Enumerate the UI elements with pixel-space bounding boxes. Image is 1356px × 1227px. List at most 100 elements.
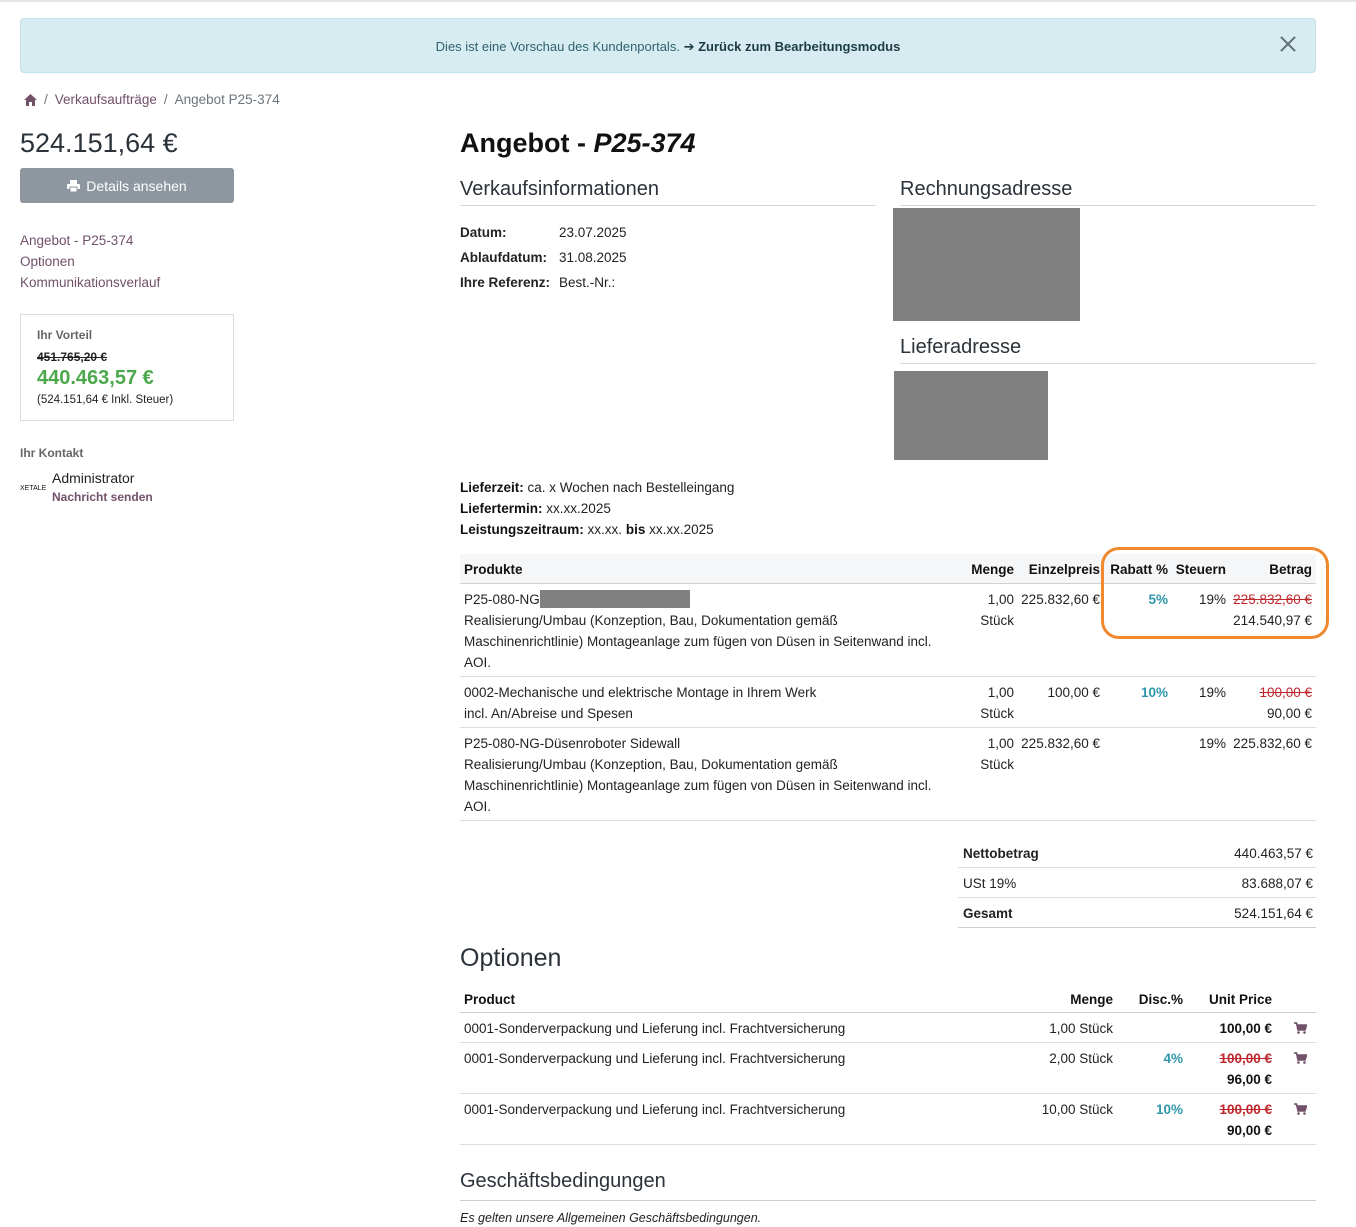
option-price: 100,00 € — [1219, 1021, 1272, 1036]
details-button[interactable]: Details ansehen — [20, 168, 234, 203]
col-products: Produkte — [464, 562, 523, 577]
info-row-expiry: Ablaufdatum: 31.08.2025 — [460, 245, 627, 270]
highlight-annotation — [1101, 547, 1329, 639]
option-price: 100,00 € 90,00 € — [1219, 1102, 1272, 1138]
info-value: Best.-Nr.: — [559, 275, 616, 290]
product-amount: 225.832,60 € — [1233, 736, 1312, 751]
sidebar-item-options[interactable]: Optionen — [20, 254, 75, 269]
page-title-prefix: Angebot - — [460, 128, 594, 158]
cart-icon[interactable] — [1294, 1103, 1307, 1115]
list-item: 0001-Sonderverpackung und Lieferung incl… — [460, 1094, 1316, 1145]
page-title: Angebot - P25-374 — [460, 128, 696, 159]
product-tax: 19% — [1198, 736, 1226, 751]
billing-address-heading: Rechnungsadresse — [900, 178, 1316, 206]
product-description: 0002-Mechanische und elektrische Montage… — [464, 685, 817, 721]
col-unit-price: Unit Price — [1208, 992, 1272, 1007]
send-message-link[interactable]: Nachricht senden — [52, 490, 153, 504]
info-row-date: Datum: 23.07.2025 — [460, 220, 627, 245]
home-icon[interactable] — [24, 93, 37, 106]
advantage-box: Ihr Vorteil 451.765,20 € 440.463,57 € (5… — [20, 314, 234, 421]
shipping-address-redacted — [894, 371, 1048, 460]
product-qty: 1,00 Stück — [980, 685, 1014, 721]
product-tax: 19% — [1198, 685, 1226, 700]
option-name: 0001-Sonderverpackung und Lieferung incl… — [464, 1102, 846, 1117]
sidebar-total: 524.151,64 € — [20, 128, 178, 158]
totals-table: Nettobetrag 440.463,57 € USt 19% 83.688,… — [958, 838, 1316, 928]
back-to-edit-link[interactable]: ➔ Zurück zum Bearbeitungsmodus — [683, 39, 901, 54]
option-price: 100,00 € 96,00 € — [1219, 1051, 1272, 1087]
breadcrumb-current: Angebot P25-374 — [174, 92, 280, 107]
info-label: Ihre Referenz: — [460, 275, 551, 290]
close-icon[interactable] — [1275, 32, 1301, 58]
product-unit-price: 100,00 € — [1047, 685, 1100, 700]
preview-banner: Dies ist eine Vorschau des Kundenportals… — [20, 18, 1316, 73]
product-discount: 5% — [1148, 592, 1168, 607]
col-product: Product — [464, 992, 516, 1007]
list-item: 0001-Sonderverpackung und Lieferung incl… — [460, 1013, 1316, 1043]
sidebar-item-quote[interactable]: Angebot - P25-374 — [20, 233, 134, 248]
option-name: 0001-Sonderverpackung und Lieferung incl… — [464, 1051, 846, 1066]
advantage-old-price: 451.765,20 € — [37, 350, 108, 364]
col-qty: Menge — [1070, 992, 1113, 1007]
list-item: 0001-Sonderverpackung und Lieferung incl… — [460, 1043, 1316, 1094]
cart-icon[interactable] — [1294, 1052, 1307, 1064]
sidebar-nav: Angebot - P25-374 Optionen Kommunikation… — [20, 230, 160, 293]
breadcrumb-sales-orders[interactable]: Verkaufsaufträge — [54, 92, 157, 107]
advantage-new-price: 440.463,57 € — [37, 367, 154, 389]
delivery-time: Lieferzeit: ca. x Wochen nach Bestellein… — [460, 480, 735, 495]
breadcrumb-separator: / — [163, 92, 168, 107]
contact-name: Administrator — [52, 470, 135, 486]
info-value: 31.08.2025 — [559, 250, 627, 265]
cart-icon[interactable] — [1294, 1022, 1307, 1034]
sales-info: Datum: 23.07.2025 Ablaufdatum: 31.08.202… — [460, 220, 627, 295]
option-qty: 10,00 Stück — [1041, 1102, 1113, 1117]
product-description: P25-080-NG Realisierung/Umbau (Konzeptio… — [464, 590, 932, 670]
options-header: Product Menge Disc.% Unit Price — [460, 986, 1316, 1013]
col-tax: Steuern — [1175, 562, 1226, 577]
product-description: P25-080-NG-Düsenroboter Sidewall Realisi… — [464, 736, 932, 814]
page-title-ref: P25-374 — [593, 128, 696, 158]
products-header: Produkte Menge Einzelpreis Rabatt % Steu… — [460, 554, 1316, 584]
options-heading: Optionen — [460, 944, 562, 972]
products-table: Produkte Menge Einzelpreis Rabatt % Steu… — [460, 554, 1316, 821]
table-row: 0002-Mechanische und elektrische Montage… — [460, 677, 1316, 728]
product-name-redacted — [539, 590, 690, 608]
product-unit-price: 225.832,60 € — [1021, 592, 1100, 607]
shipping-address-heading: Lieferadresse — [900, 336, 1316, 364]
option-qty: 2,00 Stück — [1049, 1051, 1113, 1066]
info-value: 23.07.2025 — [559, 225, 627, 240]
table-row: P25-080-NG-Düsenroboter Sidewall Realisi… — [460, 728, 1316, 821]
info-label: Ablaufdatum: — [460, 250, 547, 265]
terms-heading: Geschäftsbedingungen — [460, 1170, 1316, 1201]
sidebar-item-communication[interactable]: Kommunikationsverlauf — [20, 275, 161, 290]
total-net: Nettobetrag 440.463,57 € — [958, 838, 1316, 868]
col-discount: Disc.% — [1138, 992, 1183, 1007]
info-label: Datum: — [460, 225, 507, 240]
top-border — [0, 0, 1356, 2]
total-tax: USt 19% 83.688,07 € — [958, 868, 1316, 898]
contact-title: Ihr Kontakt — [20, 446, 84, 460]
advantage-note: (524.151,64 € Inkl. Steuer) — [37, 394, 174, 406]
delivery-date: Liefertermin: xx.xx.2025 — [460, 501, 611, 516]
total-gross: Gesamt 524.151,64 € — [958, 898, 1316, 928]
breadcrumb: / Verkaufsaufträge / Angebot P25-374 — [24, 92, 280, 107]
product-qty: 1,00 Stück — [980, 736, 1014, 772]
sales-info-heading: Verkaufsinformationen — [460, 178, 876, 206]
options-table: Product Menge Disc.% Unit Price 0001-Son… — [460, 986, 1316, 1145]
col-amount: Betrag — [1269, 562, 1312, 577]
product-qty: 1,00 Stück — [980, 592, 1014, 628]
info-row-reference: Ihre Referenz: Best.-Nr.: — [460, 270, 627, 295]
details-button-label: Details ansehen — [86, 177, 187, 194]
option-qty: 1,00 Stück — [1049, 1021, 1113, 1036]
option-discount: 10% — [1155, 1102, 1183, 1117]
delivery-info: Lieferzeit: ca. x Wochen nach Bestellein… — [460, 477, 734, 540]
product-unit-price: 225.832,60 € — [1021, 736, 1100, 751]
col-qty: Menge — [971, 562, 1014, 577]
banner-text: Dies ist eine Vorschau des Kundenportals… — [435, 39, 680, 54]
print-icon — [67, 179, 81, 192]
company-logo: XETALE — [20, 485, 47, 492]
option-name: 0001-Sonderverpackung und Lieferung incl… — [464, 1021, 846, 1036]
terms-text: Es gelten unsere Allgemeinen Geschäftsbe… — [460, 1211, 762, 1225]
option-discount: 4% — [1163, 1051, 1183, 1066]
advantage-title: Ihr Vorteil — [37, 328, 93, 342]
